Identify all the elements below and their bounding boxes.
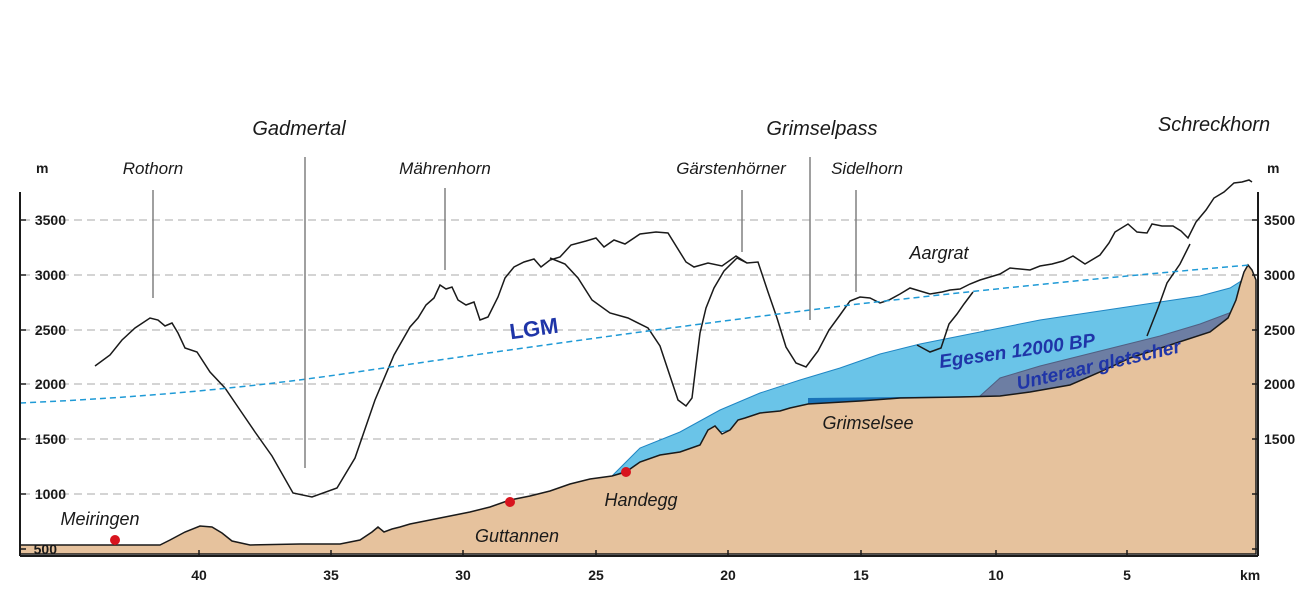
peak-leader-lines <box>152 157 857 468</box>
x-tick-label: 25 <box>588 567 604 583</box>
left-tick-label: 2500 <box>35 322 66 338</box>
meiringen-label: Meiringen <box>60 509 139 529</box>
right-axis-unit: m <box>1267 160 1279 176</box>
left-tick-label: 3500 <box>35 212 66 228</box>
x-tick-label: 40 <box>191 567 207 583</box>
right-tick-label: 2500 <box>1264 322 1295 338</box>
x-axis-unit: km <box>1240 567 1260 583</box>
meiringen-location-dot <box>110 535 120 545</box>
left-tick-label: 1000 <box>35 486 66 502</box>
bottom-axis-tickmarks <box>198 550 1128 556</box>
right-axis-tickmarks <box>1252 219 1258 550</box>
x-tick-label: 35 <box>323 567 339 583</box>
side-ridge-aargrat-inner <box>916 291 974 353</box>
right-tick-label: 2000 <box>1264 376 1295 392</box>
grimselsee-label: Grimselsee <box>822 413 913 433</box>
lgm-ice-surface-line <box>19 264 1251 404</box>
left-tick-label: 1500 <box>35 431 66 447</box>
gaerstenhoerner-label: Gärstenhörner <box>676 159 787 178</box>
side-ridge-schreckhorn-inner <box>1146 243 1191 337</box>
rothorn-label: Rothorn <box>123 159 183 178</box>
aargrat-label: Aargrat <box>908 243 969 263</box>
gadmertal-label: Gadmertal <box>252 118 346 140</box>
left-tick-label: 500 <box>34 541 58 557</box>
right-tick-label: 1500 <box>1264 431 1295 447</box>
valley-floor-terrain <box>19 263 1257 555</box>
left-tick-label: 2000 <box>35 376 66 392</box>
left-axis-tickmarks <box>20 219 26 550</box>
mountain-ridge-profile <box>94 179 1253 498</box>
right-tick-label: 3500 <box>1264 212 1295 228</box>
sidelhorn-label: Sidelhorn <box>831 159 903 178</box>
x-tick-label: 30 <box>455 567 471 583</box>
x-tick-label: 20 <box>720 567 736 583</box>
maehrenhorn-label: Mährenhorn <box>399 159 491 178</box>
x-tick-labels: 40 35 30 25 20 15 10 5 <box>191 567 1131 583</box>
x-tick-label: 5 <box>1123 567 1131 583</box>
right-tick-label: 3000 <box>1264 267 1295 283</box>
guttannen-label: Guttannen <box>475 526 559 546</box>
handegg-label: Handegg <box>604 490 677 510</box>
lgm-label: LGM <box>508 313 560 345</box>
left-tick-labels: 3500 3000 2500 2000 1500 1000 500 <box>34 212 67 557</box>
schreckhorn-label: Schreckhorn <box>1158 114 1270 136</box>
x-tick-label: 10 <box>988 567 1004 583</box>
grimselpass-label: Grimselpass <box>766 118 877 140</box>
right-tick-labels: 3500 3000 2500 2000 1500 <box>1264 212 1295 447</box>
guttannen-location-dot <box>505 497 515 507</box>
left-tick-label: 3000 <box>35 267 66 283</box>
side-ridge-gaerstenhoerner <box>549 257 748 408</box>
handegg-location-dot <box>621 467 631 477</box>
x-tick-label: 15 <box>853 567 869 583</box>
left-axis-unit: m <box>36 160 48 176</box>
